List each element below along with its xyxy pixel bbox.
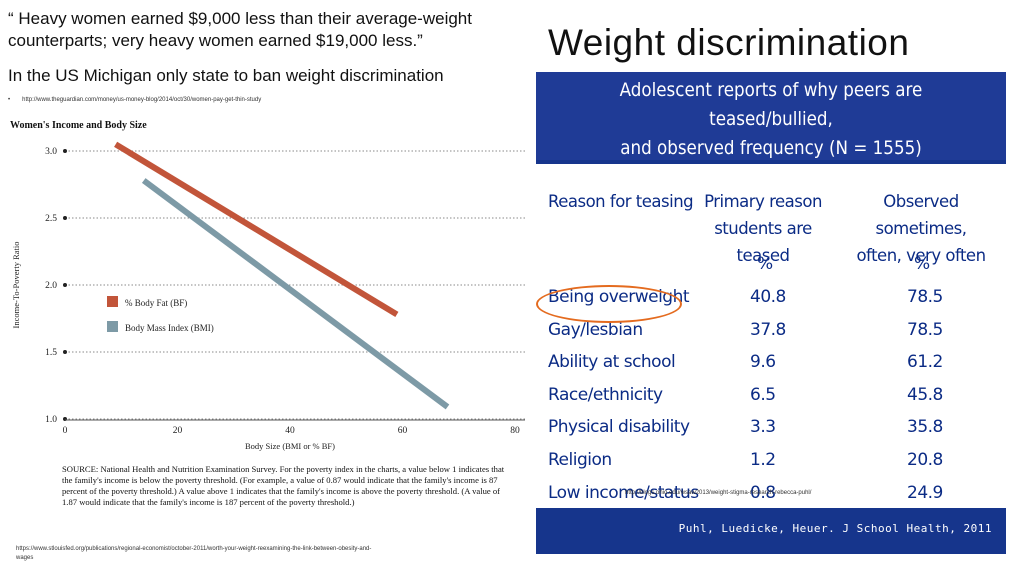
col-observed-header-line2: often, very often bbox=[856, 246, 986, 265]
y-tick-dot bbox=[63, 149, 67, 153]
col-observed-header: Observed sometimes, often, very often bbox=[846, 188, 996, 269]
reason-cell: Gay/lesbian bbox=[548, 319, 643, 340]
primary-cell: 9.6 bbox=[750, 352, 776, 373]
observed-cell: 61.2 bbox=[907, 352, 943, 373]
observed-cell: 78.5 bbox=[907, 319, 943, 340]
table-row: Physical disability 3.3 35.8 bbox=[536, 417, 1006, 447]
observed-cell: 24.9 bbox=[907, 482, 943, 503]
table-row: Gay/lesbian 37.8 78.5 bbox=[536, 320, 1006, 350]
x-tick-label: 60 bbox=[398, 426, 408, 436]
legend-label: % Body Fat (BF) bbox=[125, 298, 187, 308]
series-line-bmi bbox=[141, 178, 450, 410]
quote-text: “ Heavy women earned $9,000 less than th… bbox=[8, 9, 472, 50]
x-tick-label: 0 bbox=[63, 426, 68, 436]
table-row: Race/ethnicity 6.5 45.8 bbox=[536, 385, 1006, 415]
col-primary-header-line1: Primary reason bbox=[704, 192, 822, 211]
primary-cell: 1.2 bbox=[750, 450, 776, 470]
panel-heading-line2: and observed frequency (N = 1555) bbox=[620, 137, 922, 159]
table-row: Ability at school 9.6 61.2 bbox=[536, 352, 1006, 382]
stlouisfed-link[interactable]: https://www.stlouisfed.org/publications/… bbox=[16, 546, 372, 561]
chart-plot: 3.0 2.5 2.0 1.5 1.0 0 20 40 60 80 Body Size (BMI o… bbox=[11, 141, 525, 451]
primary-cell: 3.3 bbox=[750, 417, 776, 438]
col-observed-header-line1: Observed sometimes, bbox=[875, 192, 967, 238]
slide-title: Weight discrimination bbox=[548, 22, 910, 63]
col-reason-header: Reason for teasing bbox=[548, 192, 694, 211]
panel-header: Adolescent reports of why peers are teas… bbox=[536, 72, 1006, 160]
observed-cell: 78.5 bbox=[907, 287, 943, 307]
observed-unit: % bbox=[914, 254, 930, 274]
legend-label: Body Mass Index (BMI) bbox=[125, 323, 214, 333]
observed-cell: 45.8 bbox=[907, 384, 943, 405]
col-primary-header-line2: students are teased bbox=[714, 219, 812, 265]
x-tick-label: 20 bbox=[173, 426, 183, 436]
teasing-table-panel: Adolescent reports of why peers are teas… bbox=[536, 72, 1006, 554]
y-tick-label: 1.5 bbox=[45, 348, 57, 358]
chart-source-note: SOURCE: National Health and Nutrition Ex… bbox=[62, 464, 505, 507]
primary-unit: % bbox=[757, 254, 773, 274]
primary-cell: 0.8 bbox=[750, 482, 776, 503]
y-axis-title: Income-To-Poverty Ratio bbox=[11, 242, 21, 329]
ohio-blog-link[interactable]: http://blogs.ohio.edu/wsaw2013/weight-st… bbox=[625, 490, 812, 496]
teasing-table: Reason for teasing Primary reason studen… bbox=[536, 164, 1006, 508]
panel-citation: Puhl, Luedicke, Heuer. J School Health, … bbox=[678, 522, 992, 535]
primary-cell: 40.8 bbox=[750, 287, 786, 307]
y-tick-dot bbox=[63, 216, 67, 220]
series-line-body-fat bbox=[114, 141, 399, 318]
reason-cell: Race/ethnicity bbox=[548, 384, 663, 405]
y-tick-dot bbox=[63, 283, 67, 287]
income-body-size-chart: Women's Income and Body Size 3.0 2.5 2.0 1.… bbox=[10, 120, 528, 538]
x-tick-label: 80 bbox=[510, 426, 520, 436]
table-header-row: Reason for teasing Primary reason studen… bbox=[536, 188, 1006, 265]
michigan-note: In the US Michigan only state to ban wei… bbox=[8, 66, 444, 85]
bullet-icon: • bbox=[8, 97, 11, 103]
guardian-link[interactable]: http://www.theguardian.com/money/us-mone… bbox=[22, 97, 262, 103]
x-tick-label: 40 bbox=[285, 426, 295, 436]
y-tick-dot bbox=[63, 350, 67, 354]
y-tick-label: 2.0 bbox=[45, 281, 57, 291]
col-primary-header: Primary reason students are teased bbox=[698, 188, 828, 269]
reason-cell: Ability at school bbox=[548, 352, 676, 373]
reason-cell: Physical disability bbox=[548, 417, 690, 438]
chart-title: Women's Income and Body Size bbox=[10, 120, 147, 131]
reason-cell: Low income/status bbox=[548, 482, 699, 503]
y-tick-label: 2.5 bbox=[45, 214, 57, 224]
y-tick-label: 3.0 bbox=[45, 147, 57, 157]
panel-citation-bar: Puhl, Luedicke, Heuer. J School Health, … bbox=[536, 522, 1006, 535]
legend-swatch bbox=[107, 321, 118, 332]
x-axis-title: Body Size (BMI or % BF) bbox=[245, 441, 335, 451]
unit-row: % % bbox=[536, 254, 1006, 284]
legend-swatch bbox=[107, 296, 118, 307]
reason-cell: Religion bbox=[548, 450, 612, 470]
observed-cell: 20.8 bbox=[907, 450, 943, 470]
table-row: Religion 1.2 20.8 bbox=[536, 450, 1006, 480]
y-tick-label: 1.0 bbox=[45, 415, 57, 425]
highlight-circle bbox=[536, 285, 682, 323]
panel-heading: Adolescent reports of why peers are teas… bbox=[564, 76, 978, 163]
guardian-link-item: • http://www.theguardian.com/money/us-mon… bbox=[8, 97, 261, 103]
panel-heading-line1: Adolescent reports of why peers are teas… bbox=[619, 79, 923, 130]
table-row: Low income/status 0.8 24.9 bbox=[536, 483, 1006, 513]
primary-cell: 37.8 bbox=[750, 319, 786, 340]
observed-cell: 35.8 bbox=[907, 417, 943, 438]
primary-cell: 6.5 bbox=[750, 384, 776, 405]
